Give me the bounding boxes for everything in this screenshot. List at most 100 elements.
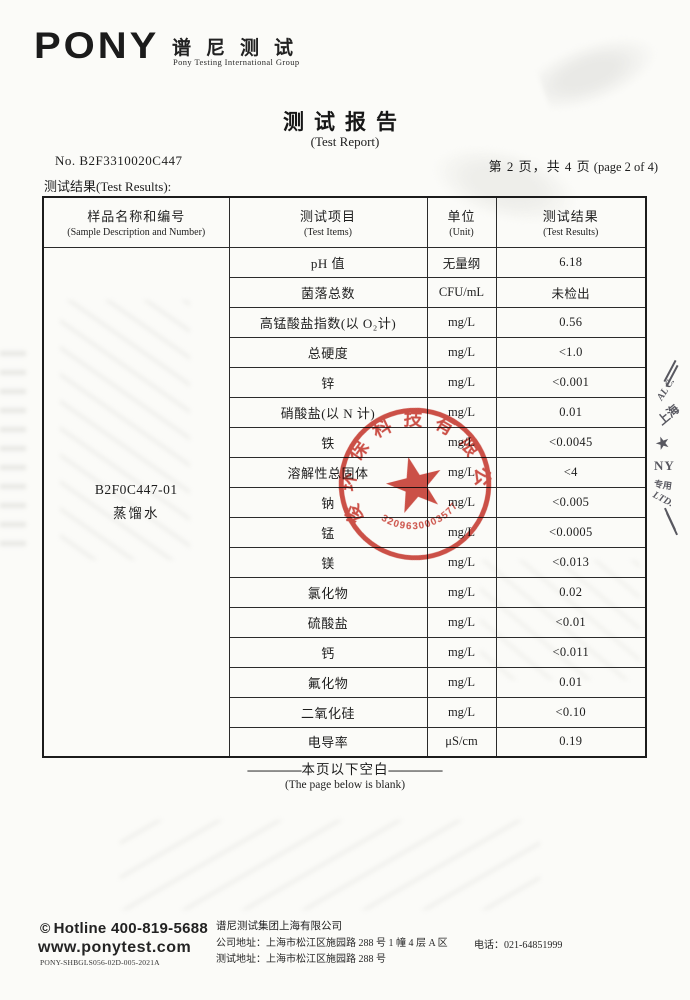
header-items-en: (Test Items) [304,226,352,238]
table-header-row: 样品名称和编号 (Sample Description and Number) … [42,196,647,248]
star-icon: ★ [653,434,672,454]
cell-unit: mg/L [426,546,497,578]
cell-item: 总硬度 [228,336,428,368]
cell-unit: mg/L [426,426,497,458]
cell-unit: mg/L [426,456,497,488]
logo-english-name: Pony Testing International Group [173,57,300,67]
cell-unit: mg/L [426,516,497,548]
cell-result: 0.56 [495,306,647,338]
cell-result: <0.10 [495,696,647,728]
cell-unit: mg/L [426,366,497,398]
cell-result: 未检出 [495,276,647,308]
cell-result: <0.0045 [495,426,647,458]
cell-unit: 无量纲 [426,246,497,278]
sample-id: B2F0C447-01 [94,481,178,497]
cell-item: 钙 [228,636,428,668]
cell-unit: mg/L [426,696,497,728]
cell-result: 0.01 [495,396,647,428]
seal-edge-line [666,512,678,536]
cell-item: 锌 [228,366,428,398]
test-address: 测试地址：上海市松江区施园路 288 号 [216,954,386,965]
table-row: 高锰酸盐指数(以 O₂计) mg/L 0.56 [43,306,647,338]
table-row: 总硬度 mg/L <1.0 [43,336,647,368]
header-unit-cn: 单位 [447,208,476,224]
edge-seal-text: 上海 [654,401,683,428]
table-row: 菌落总数 CFU/mL 未检出 [43,276,647,308]
cell-result: <0.013 [495,546,647,578]
table-row: 氟化物 mg/L 0.01 [43,666,647,698]
table-row: 氯化物 mg/L 0.02 [43,576,647,608]
cell-item: 铁 [228,426,428,458]
cell-unit: mg/L [426,336,497,368]
cell-result: <0.011 [495,636,647,668]
edge-seal-text: AL C. [654,376,678,403]
edge-partial-seal: AL C. 上海 ★ NY 专用 LTD. [650,359,690,536]
cell-item: 锰 [228,516,428,548]
cell-unit: mg/L [426,396,497,428]
hotline: © Hotline 400-819-5688 [40,920,208,937]
cell-item: 氟化物 [228,666,428,698]
header-sample-cn: 样品名称和编号 [87,208,186,224]
cell-unit: μS/cm [426,726,497,758]
page-title-english: (Test Report) [310,134,380,149]
cell-result: 0.02 [495,576,647,608]
table-row: 二氧化硅 mg/L <0.10 [43,696,647,728]
blank-page-note: ————本页以下空白———— [0,758,690,778]
header-items: 测试项目 (Test Items) [228,196,428,248]
page-indicator: 第 2 页，共 4 页 (page 2 of 4) [489,156,658,175]
seal-edge-line [665,364,679,388]
cell-unit: mg/L [426,306,497,338]
cell-result: <1.0 [495,336,647,368]
phone-number: 电话：021-64851999 [474,940,563,951]
company-address: 公司地址：上海市松江区施园路 288 号 1 幢 4 层 A 区 [216,938,448,949]
header-results-cn: 测试结果 [542,208,599,224]
sample-name: 蒸馏水 [113,505,160,521]
edge-seal-text: LTD. [650,489,676,510]
cell-item: 硝酸盐(以 N 计) [228,396,428,428]
sample-cell: B2F0C447-01 蒸馏水 [42,246,230,758]
cell-item: pH 值 [228,246,428,278]
cell-item: 溶解性总固体 [228,456,428,488]
cell-item: 钠 [228,486,428,518]
cell-item: 硫酸盐 [228,606,428,638]
seal-edge-line [664,507,676,531]
cell-result: 0.19 [495,726,647,758]
results-label: 测试结果(Test Results): [44,179,172,194]
cell-unit: mg/L [426,636,497,668]
cell-result: 6.18 [495,246,647,278]
cell-result: <0.005 [495,486,647,518]
header-items-cn: 测试项目 [299,208,356,224]
page-title: 测试报告 [283,110,407,134]
header-results-en: (Test Results) [543,226,599,238]
cell-item: 菌落总数 [228,276,428,308]
cell-unit: mg/L [426,666,497,698]
company-name: 谱尼测试集团上海有限公司 [216,921,342,932]
blank-page-note-english: (The page below is blank) [284,779,406,791]
table-row: B2F0C447-01 蒸馏水 pH 值无量纲 6.18 [42,246,647,758]
page-indicator-en: (page 2 of 4) [593,160,658,174]
scan-artifact [533,21,667,119]
seal-edge-line [663,359,677,383]
cell-item: 镁 [228,546,428,578]
header-results: 测试结果 (Test Results) [495,196,647,248]
page-footer: © Hotline 400-819-5688 www.ponytest.com P… [0,912,690,982]
page-indicator-cn: 第 2 页，共 4 页 [488,159,591,174]
cell-result: 0.01 [495,666,647,698]
scan-artifact [0,340,26,560]
table-row: 钙 mg/L <0.011 [43,636,647,668]
cell-result: <0.01 [495,606,647,638]
scan-artifact [120,820,540,910]
cell-item: 氯化物 [228,576,428,608]
results-tbody: 样品名称和编号 (Sample Description and Number) … [42,196,647,758]
cell-result: <0.0005 [495,516,647,548]
header-sample: 样品名称和编号 (Sample Description and Number) [42,196,230,248]
cell-unit: mg/L [426,576,497,608]
cell-item: 高锰酸盐指数(以 O₂计) [228,306,428,338]
cell-unit: CFU/mL [426,276,497,308]
table-row: 锌 mg/L <0.001 [43,366,647,398]
table-row: 电导率 μS/cm 0.19 [43,726,647,758]
logo-chinese-name: 谱尼测试 [172,38,309,59]
report-number: No. B2F3310020C447 [55,153,183,168]
cell-unit: mg/L [426,606,497,638]
